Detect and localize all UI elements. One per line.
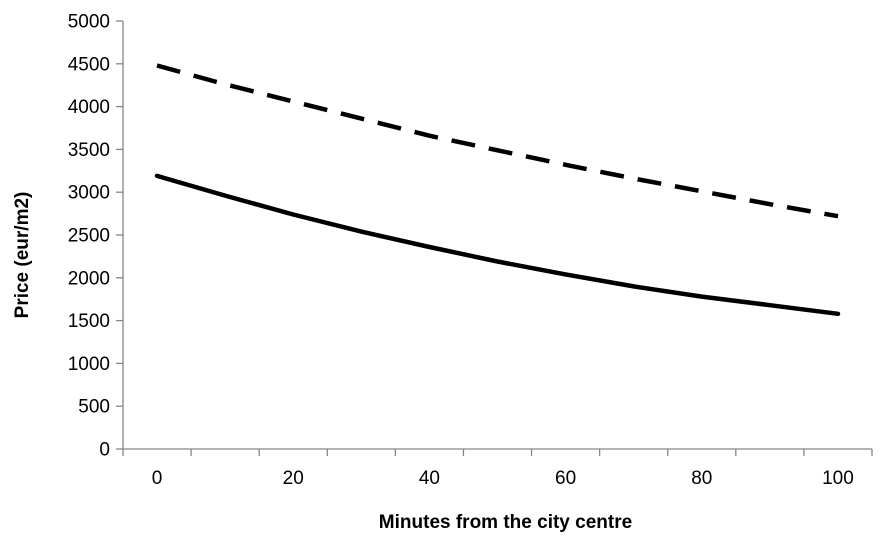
y-tick-label: 2500	[68, 226, 110, 247]
series-line-dashed	[156, 63, 839, 219]
x-tick-label: 80	[691, 468, 712, 489]
y-tick-label: 3000	[68, 183, 110, 204]
x-tick-label: 60	[555, 468, 576, 489]
y-tick-label: 2000	[68, 268, 110, 289]
y-tick-label: 4500	[68, 54, 110, 75]
series-line-solid	[154, 173, 841, 317]
y-axis-title: Price (eur/m2)	[12, 192, 33, 319]
x-tick-label: 100	[822, 468, 854, 489]
y-tick-label: 0	[99, 440, 110, 461]
y-tick-label: 4000	[68, 97, 110, 118]
x-axis-title: Minutes from the city centre	[379, 512, 632, 533]
x-tick-label: 0	[152, 468, 163, 489]
y-tick-label: 5000	[68, 12, 110, 33]
y-tick-label: 500	[78, 397, 110, 418]
x-tick-label: 40	[419, 468, 440, 489]
x-tick-label: 20	[283, 468, 304, 489]
y-axis: 0 500 1000 1500 2000 2500 3000 3500 4000 4500 5000	[68, 12, 124, 461]
y-tick-label: 3500	[68, 140, 110, 161]
y-tick-label: 1500	[68, 311, 110, 332]
y-tick-label: 1000	[68, 354, 110, 375]
x-axis: 0 20 40 60 80 100	[122, 448, 873, 489]
series-lines	[154, 63, 841, 317]
